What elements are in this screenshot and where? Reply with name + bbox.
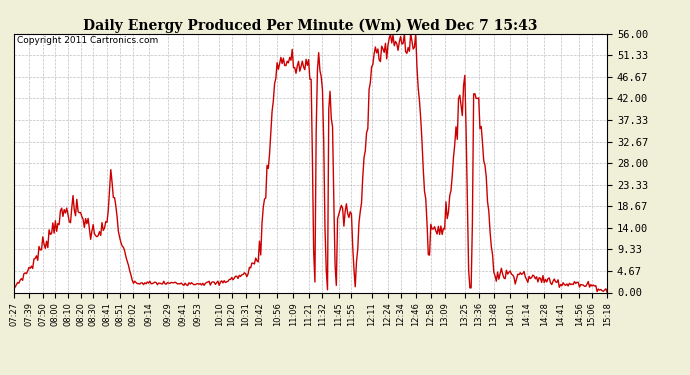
Title: Daily Energy Produced Per Minute (Wm) Wed Dec 7 15:43: Daily Energy Produced Per Minute (Wm) We…: [83, 18, 538, 33]
Text: Copyright 2011 Cartronics.com: Copyright 2011 Cartronics.com: [17, 36, 158, 45]
